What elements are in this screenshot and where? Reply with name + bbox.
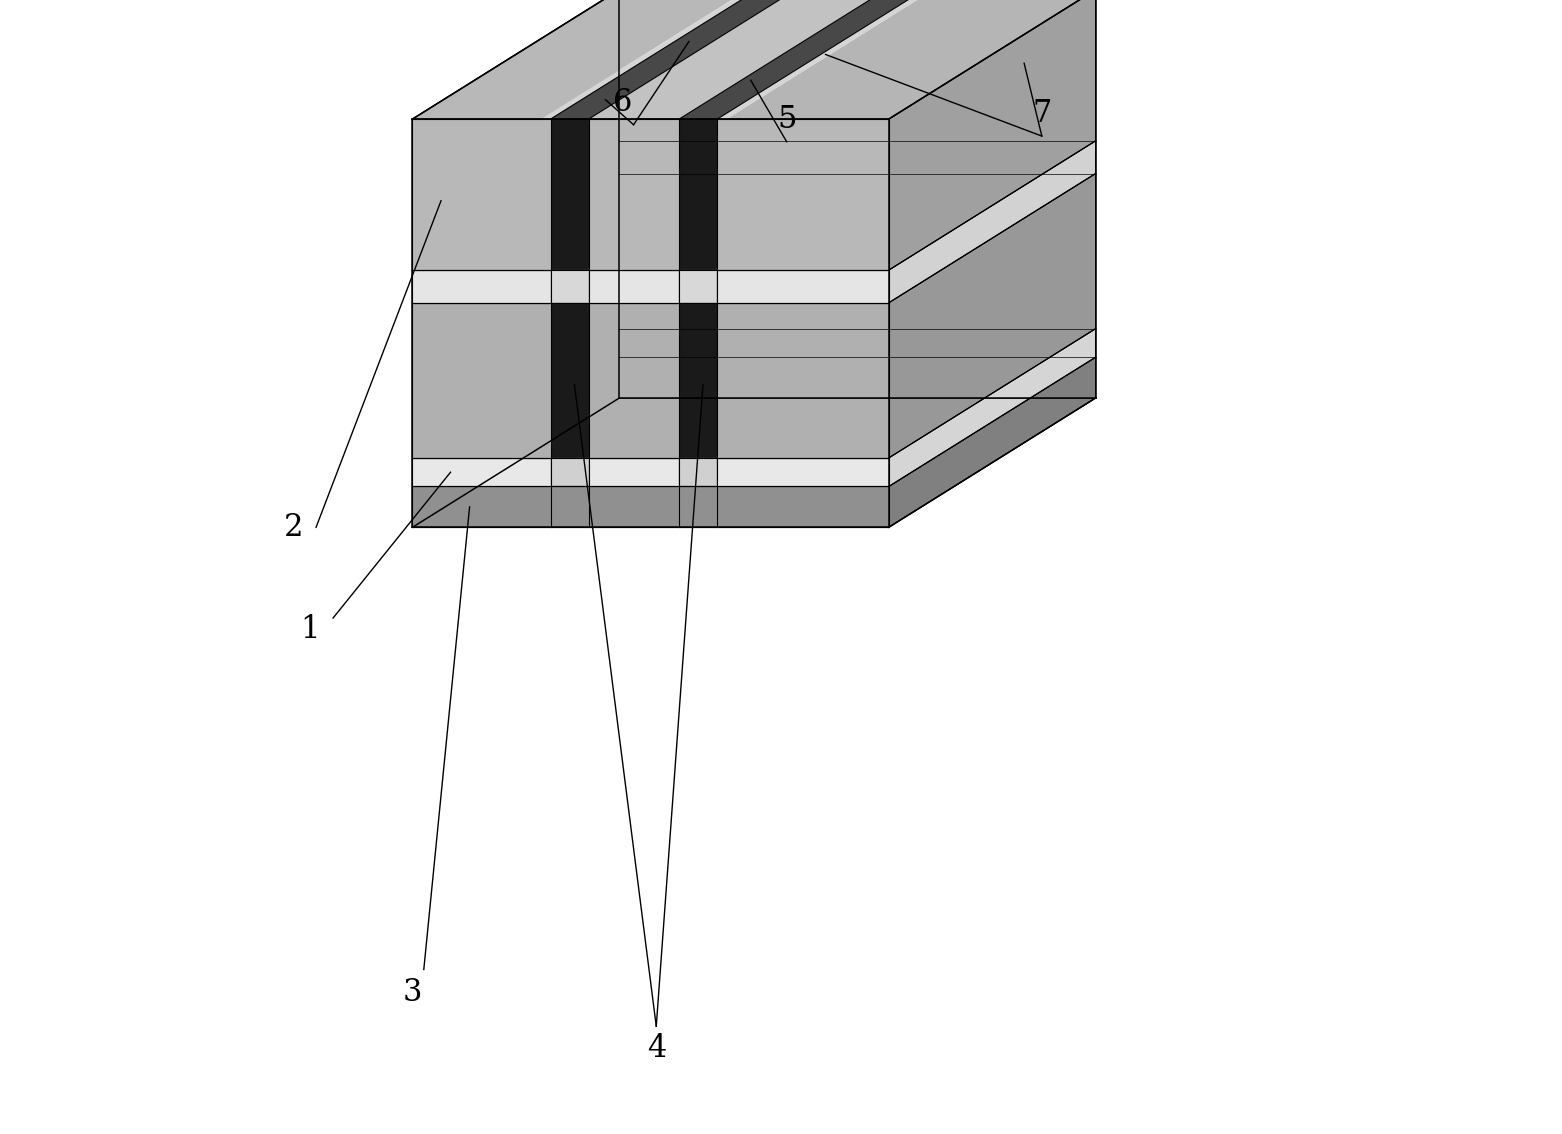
Text: 2: 2 xyxy=(284,511,303,543)
Polygon shape xyxy=(679,119,717,270)
Text: 6: 6 xyxy=(612,86,633,118)
Polygon shape xyxy=(412,119,889,270)
Text: 3: 3 xyxy=(403,976,422,1008)
Polygon shape xyxy=(889,0,1095,270)
Polygon shape xyxy=(889,357,1095,527)
Polygon shape xyxy=(412,303,889,458)
Text: 5: 5 xyxy=(776,103,797,135)
Polygon shape xyxy=(889,141,1095,303)
Polygon shape xyxy=(679,0,925,119)
Polygon shape xyxy=(550,303,589,458)
Polygon shape xyxy=(412,141,619,303)
Polygon shape xyxy=(550,270,589,303)
Polygon shape xyxy=(550,0,795,119)
Polygon shape xyxy=(550,119,589,270)
Polygon shape xyxy=(412,486,889,527)
Polygon shape xyxy=(412,0,619,270)
Polygon shape xyxy=(550,270,589,303)
Polygon shape xyxy=(412,0,748,119)
Polygon shape xyxy=(889,329,1095,486)
Polygon shape xyxy=(412,329,619,486)
Polygon shape xyxy=(679,458,717,486)
Polygon shape xyxy=(412,270,889,303)
Polygon shape xyxy=(412,357,619,527)
Text: 4: 4 xyxy=(647,1033,665,1065)
Polygon shape xyxy=(412,458,889,486)
Polygon shape xyxy=(679,270,717,303)
Text: 7: 7 xyxy=(1032,98,1051,129)
Polygon shape xyxy=(550,458,589,486)
Polygon shape xyxy=(540,0,758,119)
Polygon shape xyxy=(717,0,934,119)
Polygon shape xyxy=(412,174,619,458)
Polygon shape xyxy=(679,270,717,303)
Polygon shape xyxy=(726,0,1095,119)
Polygon shape xyxy=(889,174,1095,458)
Polygon shape xyxy=(589,0,886,119)
Text: 1: 1 xyxy=(300,613,320,645)
Polygon shape xyxy=(679,303,717,458)
